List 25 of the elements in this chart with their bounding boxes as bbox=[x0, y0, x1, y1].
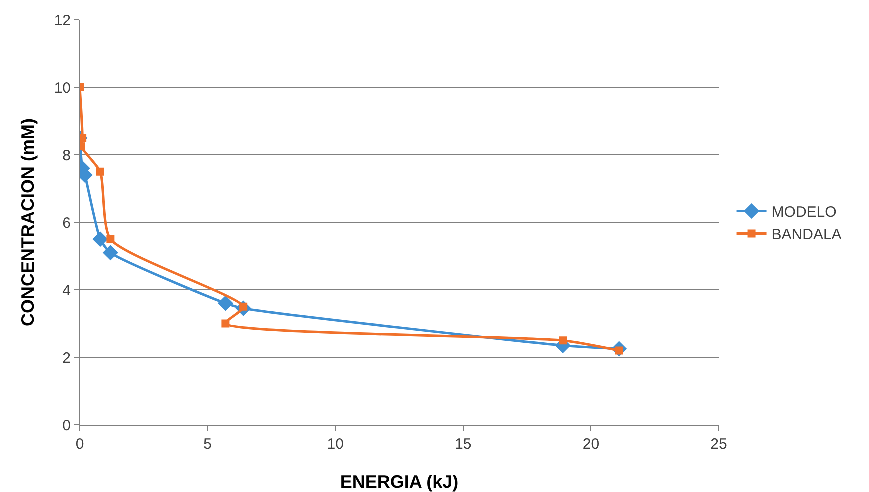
y-axis-title: CONCENTRACION (mM) bbox=[18, 118, 38, 326]
legend-label: MODELO bbox=[772, 204, 837, 222]
x-tick-label: 10 bbox=[327, 436, 344, 453]
y-tick-label: 2 bbox=[62, 350, 71, 367]
point bbox=[92, 232, 108, 248]
legend-label: BANDALA bbox=[772, 226, 842, 244]
x-axis-title: ENERGIA (kJ) bbox=[340, 472, 459, 492]
y-tick-label: 6 bbox=[62, 214, 71, 232]
y-tick-label: 4 bbox=[62, 282, 71, 300]
y-tick-label: 10 bbox=[54, 80, 71, 97]
x-tick-label: 5 bbox=[204, 436, 212, 453]
y-tick-label: 8 bbox=[62, 147, 71, 164]
point bbox=[102, 245, 118, 261]
point bbox=[96, 168, 104, 176]
x-tick-label: 15 bbox=[455, 436, 472, 453]
point bbox=[559, 336, 568, 345]
point bbox=[106, 235, 115, 244]
point bbox=[222, 320, 230, 328]
y-tick-label: 12 bbox=[54, 12, 71, 30]
x-tick-label: 0 bbox=[76, 436, 84, 453]
x-tick-label: 25 bbox=[710, 436, 728, 453]
point bbox=[218, 296, 234, 312]
y-tick-label: 0 bbox=[62, 417, 71, 434]
point bbox=[80, 134, 87, 142]
x-tick-label: 20 bbox=[582, 436, 600, 453]
